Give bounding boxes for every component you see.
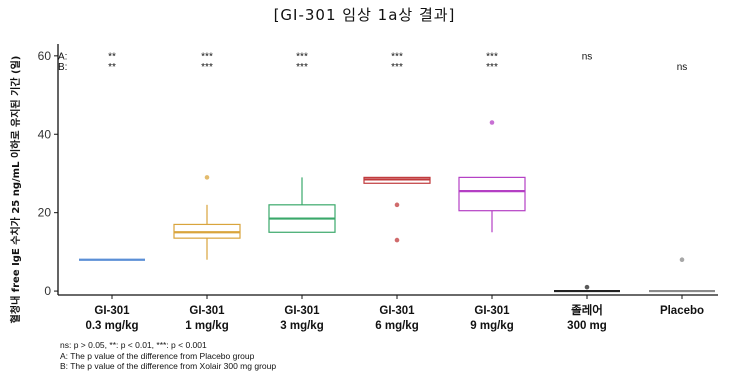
cat-6-outlier (679, 257, 685, 263)
cat-0-label-line1: GI-301 (94, 305, 130, 317)
cat-4-label-line2: 9 mg/kg (470, 320, 513, 332)
cat-4-box (458, 176, 526, 212)
footnote-significance: ns: p > 0.05, **: p < 0.01, ***: p < 0.0… (60, 340, 207, 350)
cat-6-label-line1: Placebo (660, 305, 704, 317)
cat-4-sig-b: *** (486, 62, 498, 73)
sig-row-label-b: B: (58, 62, 67, 73)
chart-title: [GI-301 임상 1a상 결과] (273, 6, 456, 24)
cat-3-sig-b: *** (391, 62, 403, 73)
cat-1-outlier (204, 175, 210, 180)
cat-4-label-line1: GI-301 (474, 305, 510, 317)
cat-5-outlier (584, 284, 590, 290)
cat-0-label-line2: 0.3 mg/kg (85, 320, 138, 332)
footnotes: ns: p > 0.05, **: p < 0.01, ***: p < 0.0… (60, 340, 276, 372)
footnote-a: A: The p value of the difference from Pl… (60, 350, 255, 361)
cat-0-sig-a: ** (108, 51, 116, 62)
cat-3-outlier (394, 202, 400, 208)
cat-1-sig-a: *** (201, 51, 213, 62)
cat-2-label-line1: GI-301 (284, 305, 320, 317)
cat-4-outlier (489, 120, 495, 125)
cat-6-sig-b: ns (677, 62, 688, 73)
y-tick-label: 60 (38, 49, 52, 63)
cat-3-sig-a: *** (391, 51, 403, 62)
cat-5-sig-a: ns (582, 51, 593, 62)
labels-layer: 0 20 40 60 혈청내 free IgE 수치가 25 ng/mL 이하로 유지된… (9, 49, 704, 332)
cat-3-label-line2: 6 mg/kg (375, 320, 418, 332)
footnote-b: B: The p value of the difference from Xo… (60, 361, 277, 371)
y-tick-label: 40 (38, 127, 52, 141)
sig-row-label-a: A: (58, 51, 67, 62)
y-axis-label: 혈청내 free IgE 수치가 25 ng/mL 이하로 유지된 기간 (일) (9, 56, 22, 324)
y-tick-label: 0 (44, 284, 51, 298)
axis-layer (54, 44, 718, 299)
cat-3-outlier (394, 237, 400, 243)
cat-1-label-line1: GI-301 (189, 305, 225, 317)
cat-3-label-line1: GI-301 (379, 305, 415, 317)
cat-0-sig-b: ** (108, 62, 116, 73)
cat-2-label-line2: 3 mg/kg (280, 320, 323, 332)
cat-5-label-line2: 300 mg (567, 320, 607, 332)
cat-5-label-line1: 졸레어 (571, 303, 603, 317)
cat-2-sig-b: *** (296, 62, 308, 73)
cat-1-label-line2: 1 mg/kg (185, 320, 228, 332)
cat-1-sig-b: *** (201, 62, 213, 73)
marks-layer (79, 120, 715, 293)
y-tick-label: 20 (38, 206, 52, 220)
cat-4-sig-a: *** (486, 51, 498, 62)
cat-2-sig-a: *** (296, 51, 308, 62)
